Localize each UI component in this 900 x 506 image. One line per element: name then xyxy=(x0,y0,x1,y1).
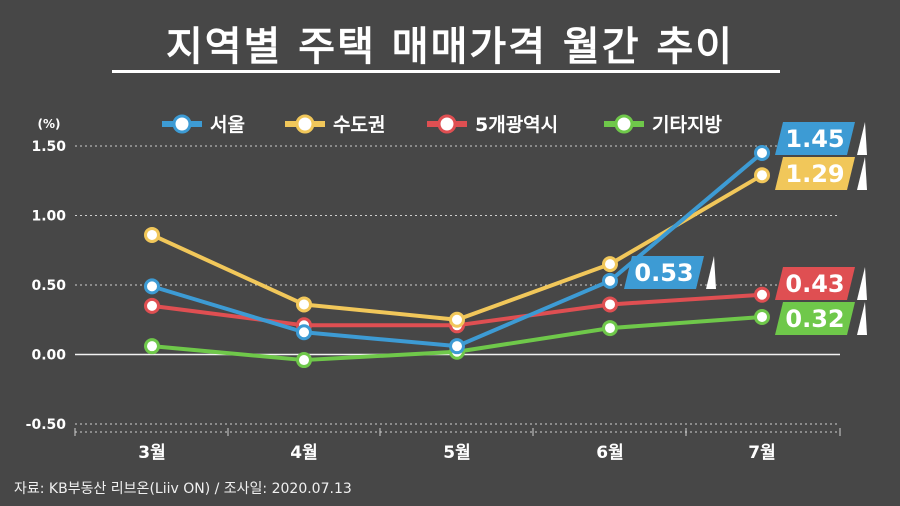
data-point xyxy=(602,320,618,337)
legend-label: 수도권 xyxy=(333,114,385,136)
legend-swatch-marker xyxy=(614,114,634,134)
legend-label: 기타지방 xyxy=(652,114,722,136)
data-point xyxy=(602,272,618,289)
y-tick-label: 0.00 xyxy=(31,348,66,364)
x-tick-label: 4월 xyxy=(290,443,317,463)
x-tick-label: 3월 xyxy=(138,443,165,463)
title-underline xyxy=(112,70,780,73)
callout-value: 0.53 xyxy=(634,259,693,287)
callout-badge xyxy=(775,267,855,300)
y-unit-label: (%) xyxy=(38,117,61,131)
data-point xyxy=(754,308,770,325)
callout-tab xyxy=(857,157,867,190)
callout-tab xyxy=(857,122,867,155)
callout-value: 1.29 xyxy=(785,160,844,188)
legend-swatch-marker xyxy=(172,114,192,134)
callout-tab xyxy=(706,256,716,289)
source-note: 자료: KB부동산 리브온(Liiv ON) / 조사일: 2020.07.13 xyxy=(14,481,352,497)
data-point xyxy=(144,297,160,314)
legend-swatch-marker xyxy=(295,114,315,134)
callout-value: 1.45 xyxy=(785,125,844,153)
data-point xyxy=(144,338,160,355)
callout-tab xyxy=(857,267,867,300)
data-point xyxy=(754,167,770,184)
callout-value: 0.43 xyxy=(785,270,844,298)
legend-swatch-marker xyxy=(437,114,457,134)
data-point xyxy=(296,324,312,341)
data-point xyxy=(296,352,312,369)
data-point xyxy=(144,226,160,243)
data-point xyxy=(602,296,618,313)
chart-title: 지역별 주택 매매가격 월간 추이 xyxy=(165,24,735,70)
x-tick-label: 7월 xyxy=(748,443,775,463)
data-point xyxy=(144,278,160,295)
series-line xyxy=(150,173,764,322)
y-tick-label: 1.50 xyxy=(31,139,66,155)
legend-label: 서울 xyxy=(210,114,245,136)
callout-badge xyxy=(775,122,855,155)
data-point xyxy=(296,296,312,313)
callout-badge xyxy=(775,157,855,190)
data-point xyxy=(449,311,465,328)
legend-label: 5개광역시 xyxy=(475,114,558,136)
callout-badge xyxy=(775,302,855,335)
x-tick-label: 5월 xyxy=(443,443,470,463)
data-point xyxy=(602,256,618,273)
y-tick-label: 0.50 xyxy=(31,278,66,294)
callout-tab xyxy=(857,302,867,335)
data-point xyxy=(449,338,465,355)
y-tick-label: 1.00 xyxy=(31,209,66,225)
callout-badge xyxy=(624,256,704,289)
callout-value: 0.32 xyxy=(785,305,844,333)
y-tick-label: -0.50 xyxy=(26,417,67,433)
data-point xyxy=(754,144,770,161)
data-point xyxy=(754,286,770,303)
x-tick-label: 6월 xyxy=(596,443,623,463)
